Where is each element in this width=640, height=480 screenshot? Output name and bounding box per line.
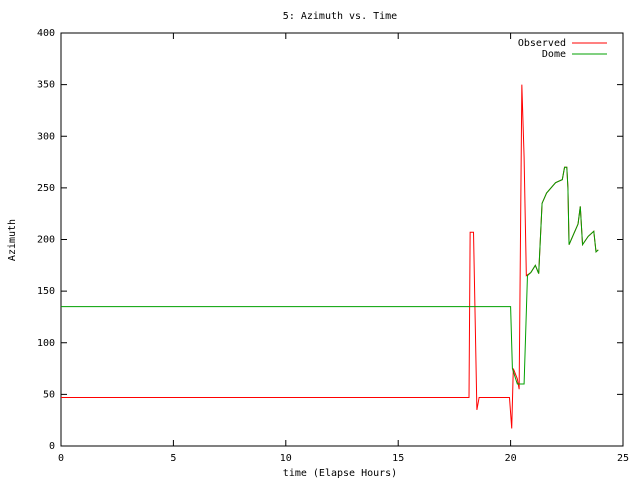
y-tick-label: 350 <box>37 80 55 91</box>
y-axis-label: Azimuth <box>7 219 18 261</box>
chart-title: 5: Azimuth vs. Time <box>283 11 397 22</box>
x-tick-label: 5 <box>170 453 176 464</box>
y-tick-label: 300 <box>37 131 55 142</box>
y-tick-label: 150 <box>37 286 55 297</box>
x-axis-label: time (Elapse Hours) <box>283 468 397 479</box>
y-tick-label: 250 <box>37 183 55 194</box>
legend-label: Dome <box>542 49 566 60</box>
y-tick-label: 200 <box>37 235 55 246</box>
y-tick-label: 0 <box>49 441 55 452</box>
y-tick-label: 400 <box>37 28 55 39</box>
legend-label: Observed <box>518 38 566 49</box>
x-tick-label: 0 <box>58 453 64 464</box>
x-tick-label: 25 <box>617 453 629 464</box>
y-tick-label: 100 <box>37 338 55 349</box>
x-tick-label: 15 <box>392 453 404 464</box>
x-tick-label: 10 <box>280 453 292 464</box>
x-tick-label: 20 <box>505 453 517 464</box>
data-line <box>61 84 599 429</box>
y-tick-label: 50 <box>43 389 55 400</box>
plot-frame <box>60 32 624 447</box>
data-line <box>61 166 599 385</box>
